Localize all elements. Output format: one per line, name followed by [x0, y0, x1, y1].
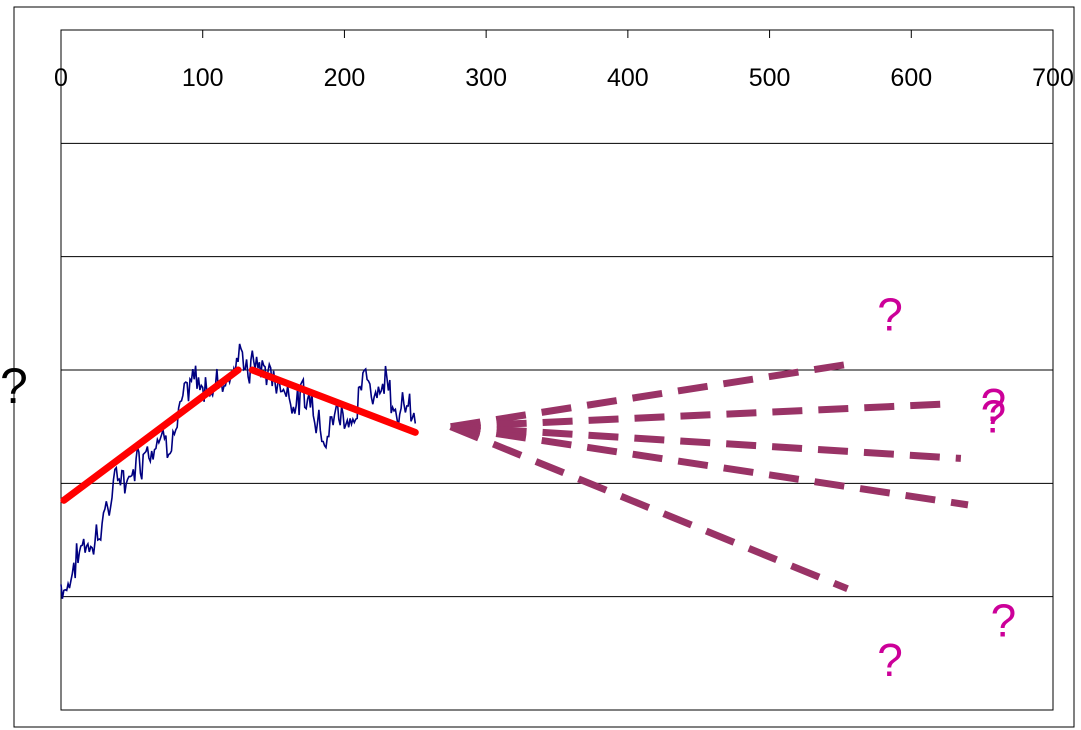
question-annotation: ? [877, 634, 903, 686]
x-axis-ticks: 0 100 200 300 400 500 600 700 [54, 30, 1074, 92]
gridlines [61, 142, 1053, 598]
question-annotation: ? [981, 379, 1007, 431]
chart-frame [13, 6, 1075, 728]
forecast-line [450, 360, 849, 431]
forecast-line [450, 400, 947, 431]
forecast-lines [449, 360, 969, 592]
x-tick-label: 600 [890, 64, 932, 92]
forecast-line [449, 423, 849, 592]
annotations: ????? [877, 288, 1016, 686]
trend-lines [60, 366, 419, 504]
x-tick-label: 100 [182, 64, 224, 92]
trend-line [248, 366, 419, 436]
question-annotation: ? [991, 594, 1017, 646]
forecast-line [450, 423, 969, 509]
x-tick-label: 300 [465, 64, 507, 92]
x-tick-label: 200 [324, 64, 366, 92]
x-tick-label: 500 [749, 64, 791, 92]
x-tick-label: 400 [607, 64, 649, 92]
series-line [60, 343, 417, 599]
trend-line [60, 366, 242, 504]
forecast-line [450, 423, 962, 462]
data-series [60, 343, 417, 599]
y-axis-label: ? [0, 358, 28, 414]
question-annotation: ? [877, 288, 903, 340]
x-tick-label: 700 [1032, 64, 1074, 92]
x-tick-label: 0 [54, 64, 68, 92]
question-annotation: ? [981, 390, 1007, 442]
